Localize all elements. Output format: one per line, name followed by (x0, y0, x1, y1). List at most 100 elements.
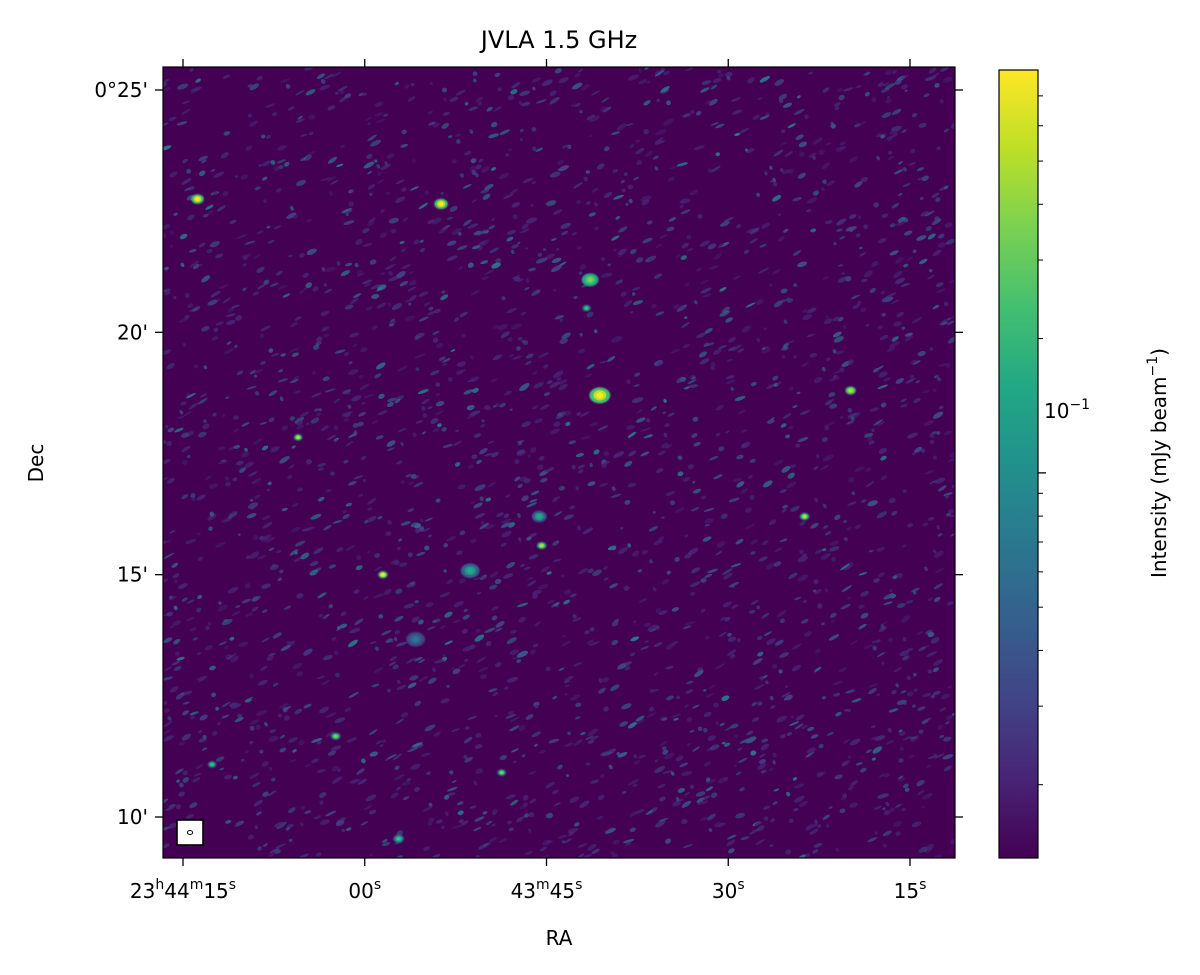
noise-speckle (498, 837, 508, 843)
noise-speckle (906, 647, 914, 652)
noise-speckle (356, 270, 363, 275)
noise-speckle (557, 412, 563, 417)
noise-speckle (480, 260, 489, 265)
noise-speckle (842, 324, 847, 329)
noise-speckle (293, 390, 301, 394)
noise-speckle (847, 596, 851, 600)
noise-speckle (654, 765, 665, 774)
noise-speckle (537, 252, 543, 257)
noise-speckle (176, 121, 188, 126)
noise-speckle (206, 248, 213, 254)
noise-speckle (252, 369, 264, 374)
noise-speckle (210, 290, 221, 298)
noise-speckle (576, 411, 582, 416)
noise-speckle (666, 226, 675, 232)
noise-speckle (847, 708, 851, 713)
noise-speckle (532, 86, 536, 91)
noise-speckle (681, 242, 689, 249)
noise-speckle (463, 389, 474, 395)
noise-speckle (538, 455, 545, 461)
noise-speckle (369, 729, 378, 736)
noise-speckle (904, 332, 913, 337)
noise-speckle (894, 169, 904, 175)
noise-speckle (932, 659, 944, 666)
noise-speckle (802, 309, 807, 313)
noise-speckle (372, 325, 378, 330)
noise-speckle (757, 701, 763, 706)
noise-speckle (773, 788, 780, 792)
noise-speckle (891, 202, 900, 209)
noise-speckle (696, 267, 702, 272)
noise-speckle (339, 145, 346, 148)
noise-speckle (191, 496, 196, 502)
noise-speckle (917, 350, 926, 357)
noise-speckle (553, 370, 564, 379)
noise-speckle (537, 584, 549, 590)
noise-speckle (516, 819, 523, 823)
noise-speckle (640, 427, 651, 432)
noise-speckle (662, 749, 669, 755)
noise-speckle (703, 711, 712, 718)
noise-speckle (178, 791, 185, 797)
noise-speckle (504, 494, 511, 498)
noise-speckle (705, 786, 714, 792)
noise-speckle (779, 618, 785, 624)
noise-speckle (655, 129, 667, 136)
noise-speckle (348, 361, 353, 365)
noise-speckle (749, 458, 756, 463)
noise-speckle (629, 827, 636, 833)
noise-speckle (710, 165, 721, 173)
noise-speckle (400, 521, 411, 526)
noise-speckle (237, 713, 243, 719)
noise-speckle (730, 387, 734, 391)
noise-speckle (553, 209, 563, 215)
noise-speckle (830, 121, 834, 125)
noise-speckle (629, 143, 635, 148)
noise-speckle (748, 609, 756, 614)
noise-speckle (244, 240, 256, 245)
noise-speckle (525, 360, 532, 366)
noise-speckle (510, 629, 517, 634)
noise-speckle (322, 376, 330, 382)
noise-speckle (885, 292, 897, 298)
noise-speckle (793, 354, 797, 359)
noise-speckle (649, 559, 653, 564)
noise-speckle (906, 675, 911, 681)
noise-speckle (306, 459, 312, 465)
noise-speckle (475, 172, 479, 178)
noise-speckle (448, 135, 453, 138)
noise-speckle (663, 432, 668, 438)
noise-speckle (189, 68, 194, 72)
noise-speckle (387, 302, 392, 307)
noise-speckle (211, 336, 218, 341)
noise-speckle (522, 340, 529, 345)
noise-speckle (325, 489, 332, 493)
noise-speckle (752, 114, 760, 121)
noise-speckle (774, 639, 784, 646)
noise-speckle (272, 682, 279, 687)
noise-speckle (294, 708, 303, 715)
noise-speckle (395, 179, 405, 185)
noise-speckle (517, 512, 521, 519)
noise-speckle (563, 514, 574, 520)
noise-speckle (668, 176, 675, 182)
noise-speckle (216, 205, 226, 212)
noise-speckle (249, 370, 256, 375)
noise-speckle (507, 337, 513, 342)
noise-speckle (588, 134, 593, 138)
noise-speckle (360, 821, 369, 826)
noise-speckle (573, 295, 578, 300)
noise-speckle (946, 315, 955, 321)
noise-speckle (843, 519, 848, 524)
noise-speckle (645, 418, 651, 423)
noise-speckle (188, 402, 199, 410)
noise-speckle (599, 482, 608, 487)
noise-speckle (707, 168, 713, 173)
noise-speckle (327, 105, 336, 111)
noise-speckle (492, 404, 498, 408)
noise-speckle (343, 351, 350, 357)
noise-speckle (785, 434, 791, 439)
noise-speckle (462, 646, 473, 652)
noise-speckle (531, 490, 540, 496)
noise-speckle (163, 843, 170, 849)
